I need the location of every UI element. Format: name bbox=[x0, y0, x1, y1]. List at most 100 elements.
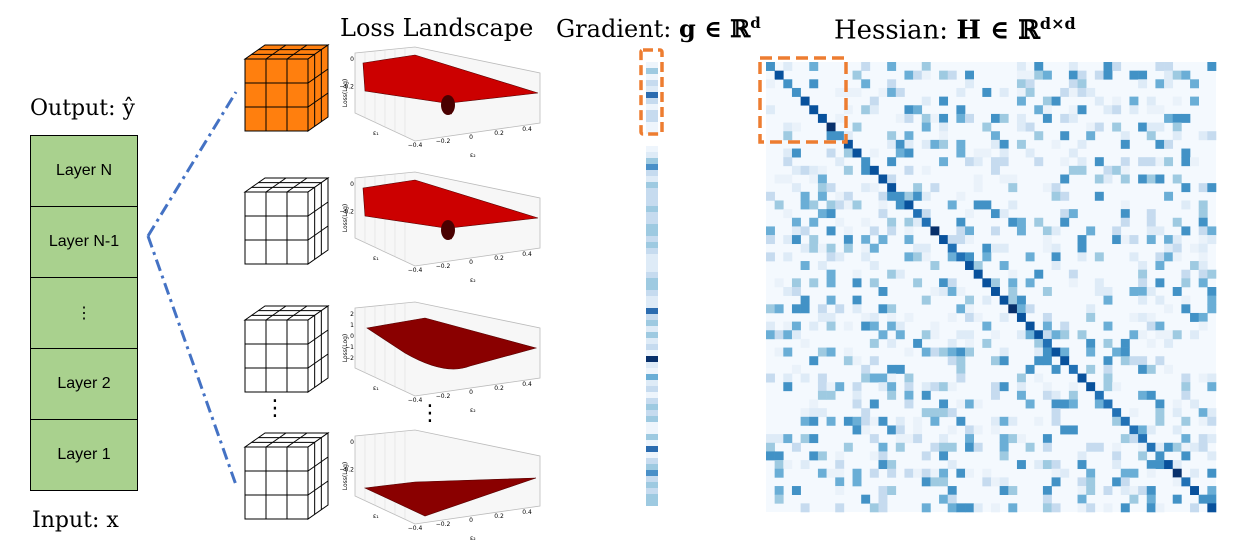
plot-xtick: 0.4 bbox=[522, 509, 532, 516]
hessian-cell bbox=[1172, 122, 1182, 132]
hessian-cell bbox=[904, 252, 914, 262]
hessian-cell bbox=[956, 287, 966, 296]
hessian-cell bbox=[1155, 416, 1165, 426]
hessian-title-sup: d×d bbox=[1039, 14, 1076, 33]
hessian-cell bbox=[973, 261, 983, 270]
hessian-cell bbox=[999, 442, 1009, 452]
hessian-cell bbox=[1198, 408, 1208, 418]
hessian-cell bbox=[1077, 460, 1087, 470]
hessian-cell bbox=[817, 261, 827, 270]
hessian-cell bbox=[965, 226, 974, 236]
hessian-cell bbox=[861, 494, 871, 504]
hessian-highlight-box bbox=[758, 56, 848, 144]
hessian-cell bbox=[982, 200, 992, 210]
hessian-cell bbox=[1068, 278, 1078, 288]
hessian-cell bbox=[947, 287, 957, 296]
hessian-cell bbox=[930, 113, 940, 123]
hessian-cell bbox=[921, 503, 931, 513]
hessian-cell bbox=[1164, 442, 1174, 452]
hessian-cell bbox=[991, 209, 1000, 219]
hessian-cell bbox=[1198, 217, 1208, 227]
hessian-cell bbox=[939, 382, 949, 392]
hessian-cell bbox=[1181, 477, 1191, 487]
hessian-cell bbox=[921, 243, 931, 253]
hessian-cell bbox=[1094, 278, 1104, 288]
hessian-cell bbox=[991, 330, 1000, 340]
hessian-cell bbox=[956, 503, 966, 513]
gradient-cell bbox=[646, 290, 658, 296]
gradient-cell bbox=[646, 266, 658, 272]
hessian-cell bbox=[1207, 451, 1217, 461]
plot-xtick: −0.2 bbox=[436, 263, 451, 270]
hessian-cell bbox=[1042, 312, 1052, 322]
hessian-cell bbox=[982, 295, 992, 305]
hessian-cell bbox=[1112, 460, 1122, 470]
hessian-cell bbox=[991, 503, 1000, 513]
hessian-cell bbox=[861, 321, 871, 331]
hessian-cell bbox=[1172, 243, 1182, 253]
hessian-cell bbox=[982, 338, 992, 348]
hessian-cell bbox=[1094, 96, 1104, 106]
hessian-cell bbox=[1155, 252, 1165, 262]
hessian-title: Hessian: H ∈ ℝd×d bbox=[834, 14, 1076, 46]
hessian-cell bbox=[800, 416, 810, 426]
hessian-cell bbox=[887, 79, 897, 89]
hessian-cell bbox=[791, 321, 801, 331]
hessian-cell bbox=[904, 131, 914, 141]
hessian-cell bbox=[774, 494, 784, 504]
hessian-cell bbox=[774, 451, 784, 461]
hessian-cell bbox=[973, 269, 983, 279]
hessian-cell bbox=[1025, 148, 1035, 158]
hessian-cell bbox=[1051, 252, 1061, 262]
gradient-cell bbox=[646, 194, 658, 200]
hessian-cell bbox=[930, 442, 940, 452]
hessian-cell bbox=[1146, 390, 1156, 400]
gradient-cell bbox=[646, 404, 658, 410]
plot-xtick: 0.4 bbox=[522, 381, 532, 388]
hessian-cell bbox=[1051, 364, 1061, 374]
plot-xtick: 0.4 bbox=[522, 126, 532, 133]
gradient-highlight-box bbox=[639, 48, 664, 136]
plot-ellipsis: ⋮ bbox=[419, 401, 441, 426]
hessian-cell bbox=[1025, 399, 1035, 409]
hessian-cell bbox=[921, 165, 931, 175]
hessian-cell bbox=[965, 338, 974, 348]
hessian-cell bbox=[1112, 122, 1122, 132]
hessian-cell bbox=[1181, 382, 1191, 392]
hessian-cell bbox=[939, 468, 949, 478]
hessian-cell bbox=[1042, 113, 1052, 123]
hessian-cell bbox=[1112, 96, 1122, 106]
cube-grid-line bbox=[307, 329, 329, 345]
hessian-cell bbox=[887, 460, 897, 470]
hessian-cell bbox=[1034, 460, 1044, 470]
gradient-cell bbox=[646, 368, 658, 374]
hessian-cell bbox=[904, 235, 914, 245]
hessian-cell bbox=[791, 304, 801, 314]
hessian-cell bbox=[1181, 416, 1191, 426]
hessian-cell bbox=[904, 105, 914, 115]
hessian-cell bbox=[1103, 295, 1113, 305]
hessian-cell bbox=[999, 347, 1009, 357]
plot-zlabel: Loss(Log) bbox=[342, 462, 349, 491]
gradient-cell bbox=[646, 374, 658, 380]
hessian-cell bbox=[800, 96, 810, 106]
hessian-cell bbox=[843, 416, 853, 426]
hessian-cell bbox=[939, 278, 949, 288]
hessian-cell bbox=[861, 252, 871, 262]
hessian-cell bbox=[1025, 87, 1035, 97]
hessian-cell bbox=[1016, 382, 1026, 392]
hessian-cell bbox=[999, 261, 1009, 270]
hessian-cell bbox=[791, 442, 801, 452]
hessian-cell bbox=[1051, 243, 1061, 253]
connector-line-bottom bbox=[146, 235, 238, 486]
hessian-cell bbox=[1172, 252, 1182, 262]
hessian-cell bbox=[1207, 486, 1217, 495]
hessian-cell bbox=[809, 434, 819, 444]
hessian-cell bbox=[1060, 347, 1070, 357]
hessian-cell bbox=[1034, 131, 1044, 141]
hessian-cell bbox=[904, 226, 914, 236]
plot-eps2: ε₂ bbox=[470, 535, 476, 542]
hessian-cell bbox=[1042, 226, 1052, 236]
hessian-cell bbox=[809, 174, 819, 184]
cube-grid-line bbox=[307, 225, 329, 241]
